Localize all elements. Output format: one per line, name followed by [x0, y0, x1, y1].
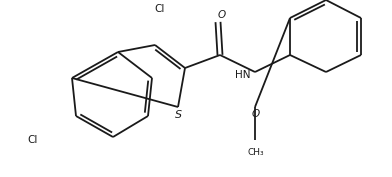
Text: HN: HN — [236, 70, 251, 80]
Text: Cl: Cl — [27, 135, 38, 145]
Text: O: O — [252, 109, 260, 119]
Text: O: O — [218, 10, 226, 20]
Text: Cl: Cl — [155, 4, 165, 14]
Text: S: S — [176, 110, 183, 120]
Text: CH₃: CH₃ — [248, 148, 264, 157]
